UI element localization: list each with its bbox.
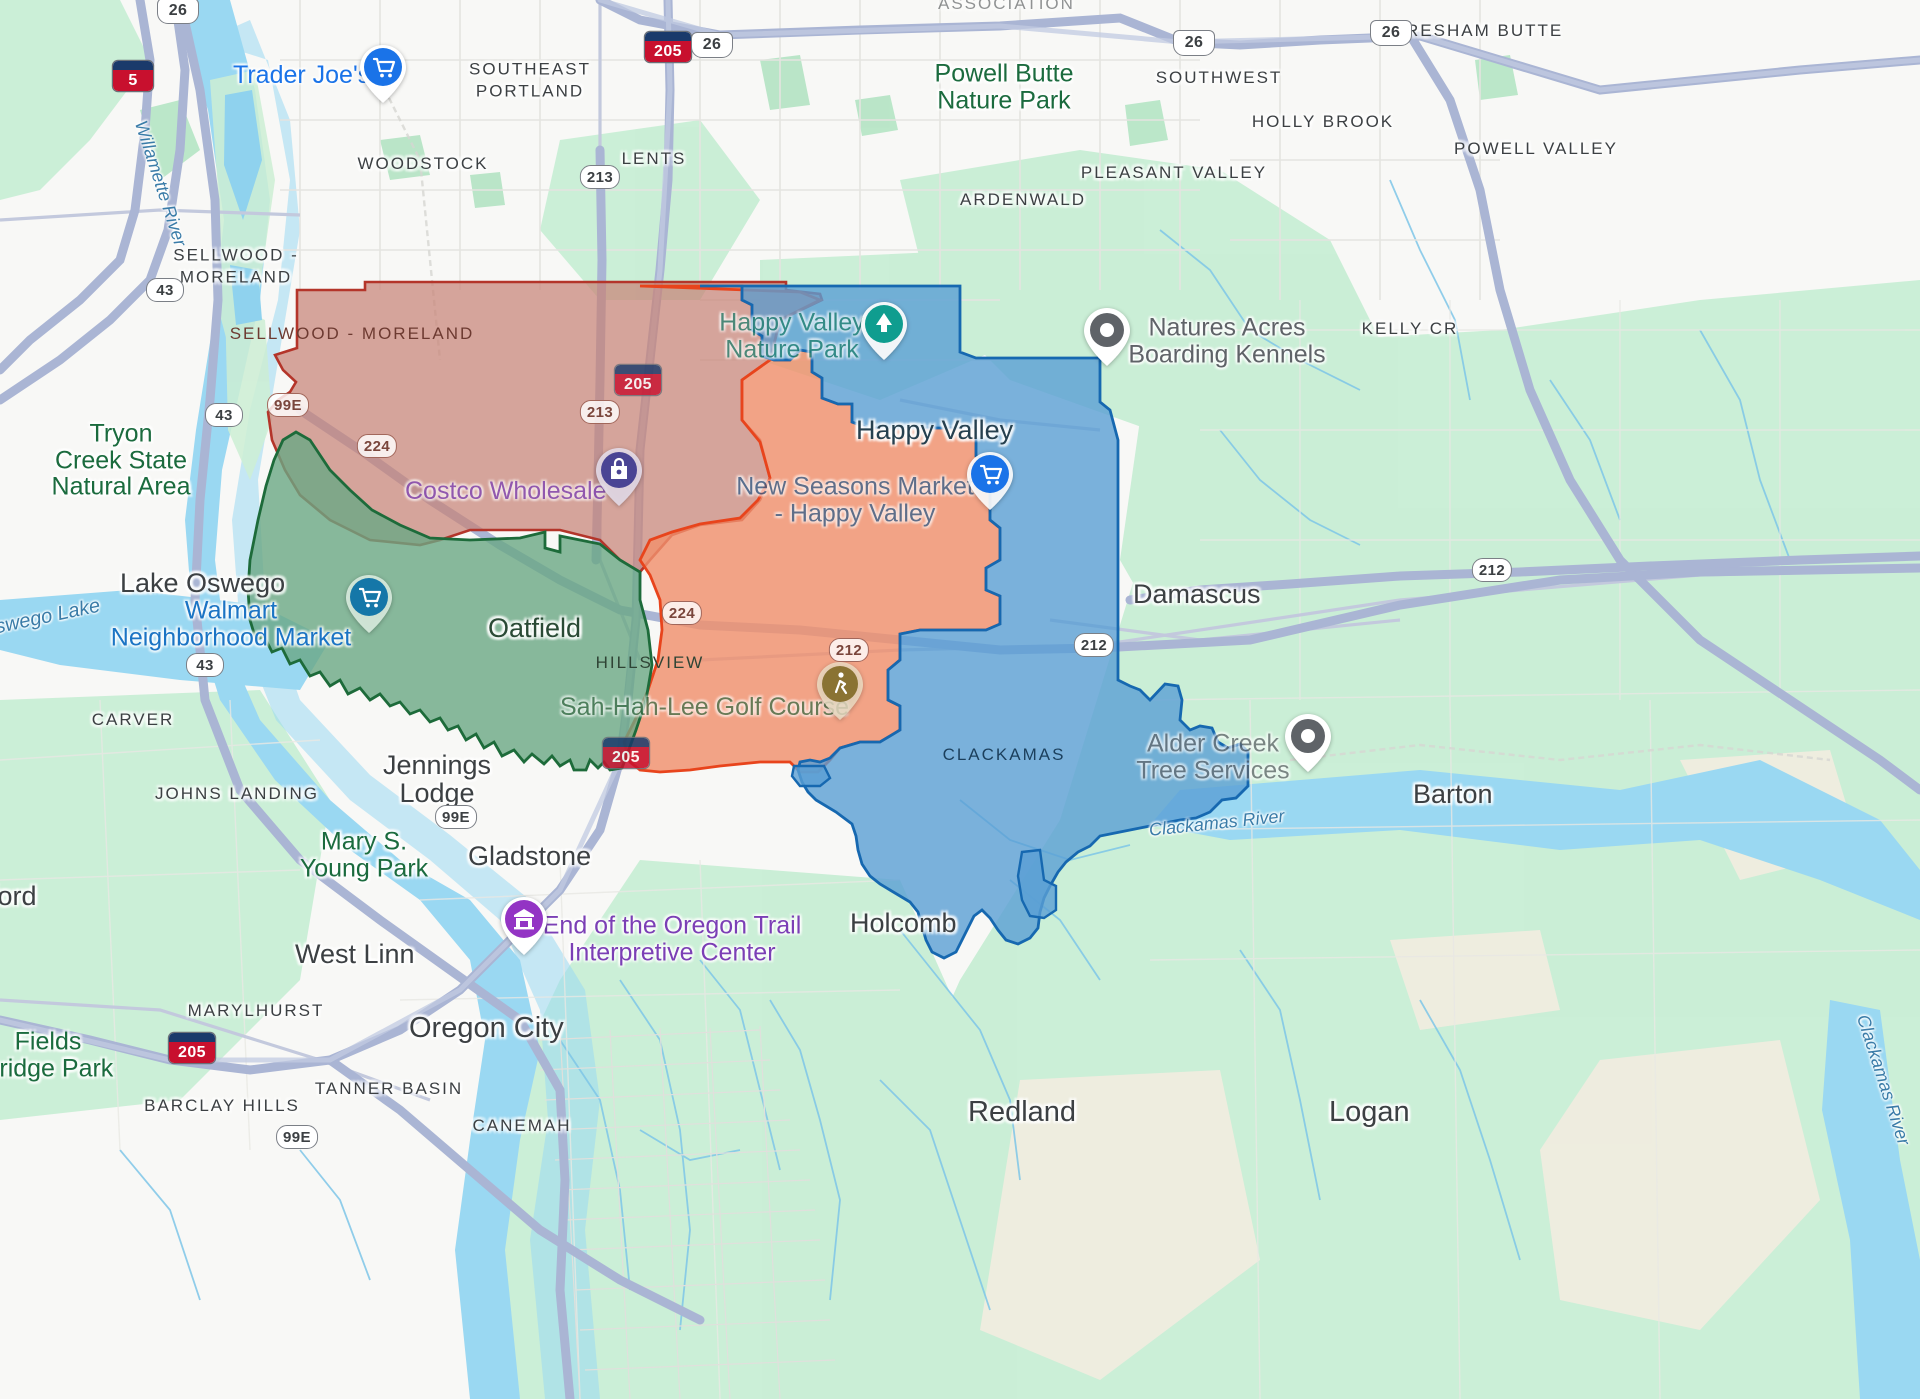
highway-shield-or-43-south[interactable]: 43 bbox=[186, 653, 224, 677]
shopping-bag-icon bbox=[596, 448, 642, 506]
highway-shield-i205-north[interactable]: 205 bbox=[645, 32, 691, 62]
interstate-top-bar bbox=[603, 738, 649, 747]
region-green-polygon[interactable] bbox=[246, 430, 654, 772]
highway-shield-us-26-lents[interactable]: 26 bbox=[691, 32, 733, 58]
highway-shield-or-99e-north[interactable]: 99E bbox=[267, 393, 309, 417]
highway-shield-i205-south[interactable]: 205 bbox=[603, 738, 649, 768]
shopping-cart-icon bbox=[346, 575, 392, 633]
highway-shield-us-26-powell-valley[interactable]: 26 bbox=[1370, 20, 1412, 46]
interstate-number: 205 bbox=[603, 747, 649, 768]
interstate-top-bar bbox=[645, 32, 691, 41]
interstate-top-bar bbox=[113, 61, 153, 70]
highway-shield-i205-sw[interactable]: 205 bbox=[169, 1033, 215, 1063]
pin-happy-valley-nature-park[interactable] bbox=[861, 302, 907, 360]
interstate-top-bar bbox=[169, 1033, 215, 1042]
highway-shield-or-213-north[interactable]: 213 bbox=[579, 165, 621, 189]
highway-shield-or-213-mid[interactable]: 213 bbox=[579, 400, 621, 424]
pin-natures-acres[interactable] bbox=[1084, 308, 1130, 366]
golf-icon bbox=[817, 662, 863, 720]
museum-icon bbox=[501, 897, 547, 955]
dot-icon bbox=[1084, 308, 1130, 366]
shopping-cart-icon bbox=[967, 452, 1013, 510]
highway-shield-or-212-mid[interactable]: 212 bbox=[1073, 633, 1115, 657]
highway-shield-or-224-south[interactable]: 224 bbox=[661, 601, 703, 625]
pin-walmart-neighborhood-market[interactable] bbox=[346, 575, 392, 633]
highway-shield-i205-mid[interactable]: 205 bbox=[615, 365, 661, 395]
highway-shield-or-99e-gladstone[interactable]: 99E bbox=[435, 805, 477, 829]
region-blue-extra-south[interactable] bbox=[1016, 848, 1058, 920]
pin-new-seasons-market[interactable] bbox=[967, 452, 1013, 510]
pin-costco-wholesale[interactable] bbox=[596, 448, 642, 506]
interstate-number: 205 bbox=[169, 1042, 215, 1063]
pin-sah-hah-lee-golf-course[interactable] bbox=[817, 662, 863, 720]
interstate-number: 205 bbox=[645, 41, 691, 62]
highway-shield-us-26-nw[interactable]: 26 bbox=[157, 0, 199, 24]
pin-alder-creek-tree-services[interactable] bbox=[1285, 714, 1331, 772]
highway-shield-or-99e-south[interactable]: 99E bbox=[276, 1125, 318, 1149]
region-blue-extra-west[interactable] bbox=[790, 764, 832, 788]
highway-shield-or-224-north[interactable]: 224 bbox=[356, 434, 398, 458]
region-blue-polygon[interactable] bbox=[700, 284, 1250, 960]
interstate-number: 5 bbox=[113, 70, 153, 91]
dot-icon bbox=[1285, 714, 1331, 772]
interstate-number: 205 bbox=[615, 374, 661, 395]
pin-end-of-oregon-trail[interactable] bbox=[501, 897, 547, 955]
highway-shield-i5[interactable]: 5 bbox=[113, 61, 153, 91]
tree-icon bbox=[861, 302, 907, 360]
shopping-cart-icon bbox=[360, 45, 406, 103]
highway-shield-us-26-holly-brook[interactable]: 26 bbox=[1173, 30, 1215, 56]
highway-shield-or-212-east[interactable]: 212 bbox=[1471, 558, 1513, 582]
interstate-top-bar bbox=[615, 365, 661, 374]
highway-shield-or-212-west[interactable]: 212 bbox=[828, 638, 870, 662]
highway-shield-or-43-mid[interactable]: 43 bbox=[205, 403, 243, 427]
pin-trader-joes[interactable] bbox=[360, 45, 406, 103]
highway-shield-or-43-north[interactable]: 43 bbox=[146, 278, 184, 302]
